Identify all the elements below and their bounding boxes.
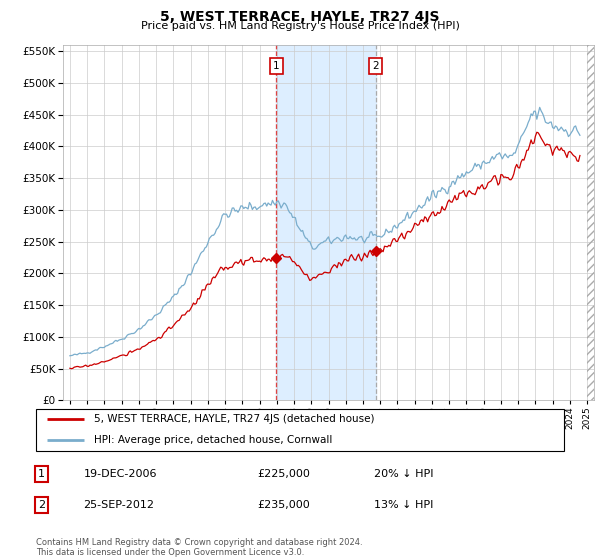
Bar	[276, 45, 376, 400]
Text: 25-SEP-2012: 25-SEP-2012	[83, 500, 155, 510]
Text: 2: 2	[372, 61, 379, 71]
Text: £225,000: £225,000	[258, 469, 311, 479]
Text: 2: 2	[38, 500, 45, 510]
Text: Contains HM Land Registry data © Crown copyright and database right 2024.
This d: Contains HM Land Registry data © Crown c…	[36, 538, 362, 557]
Text: 5, WEST TERRACE, HAYLE, TR27 4JS: 5, WEST TERRACE, HAYLE, TR27 4JS	[160, 10, 440, 24]
Text: 1: 1	[273, 61, 280, 71]
Text: 13% ↓ HPI: 13% ↓ HPI	[374, 500, 433, 510]
Text: 5, WEST TERRACE, HAYLE, TR27 4JS (detached house): 5, WEST TERRACE, HAYLE, TR27 4JS (detach…	[94, 414, 374, 424]
Bar	[587, 45, 594, 400]
FancyBboxPatch shape	[36, 409, 564, 451]
Text: HPI: Average price, detached house, Cornwall: HPI: Average price, detached house, Corn…	[94, 435, 332, 445]
Text: 20% ↓ HPI: 20% ↓ HPI	[374, 469, 433, 479]
Text: 1: 1	[38, 469, 45, 479]
Text: 19-DEC-2006: 19-DEC-2006	[83, 469, 157, 479]
Text: £235,000: £235,000	[258, 500, 311, 510]
Text: Price paid vs. HM Land Registry's House Price Index (HPI): Price paid vs. HM Land Registry's House …	[140, 21, 460, 31]
